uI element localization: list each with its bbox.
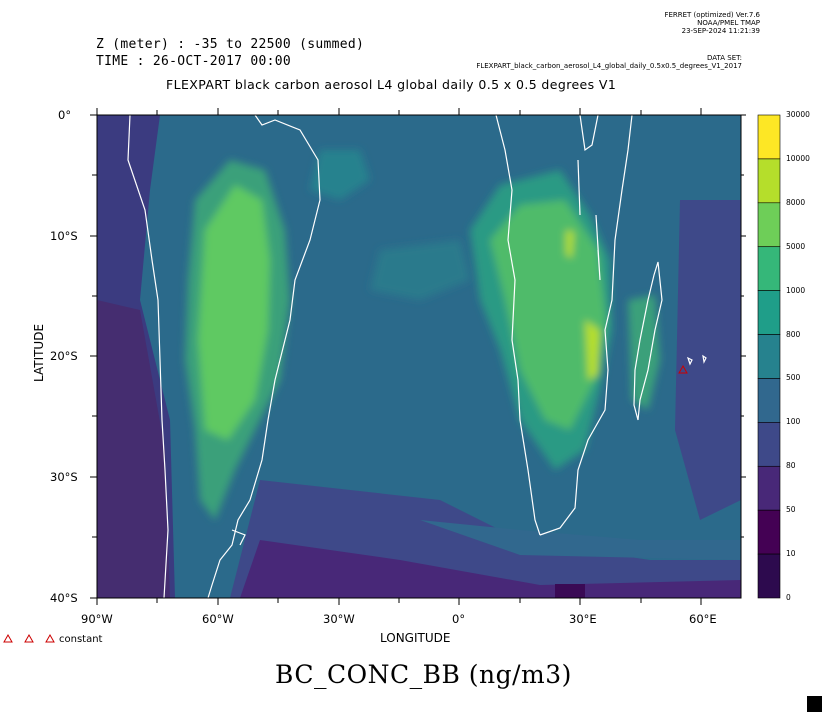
concentration-field bbox=[97, 115, 741, 598]
colorbar-label: 800 bbox=[786, 329, 801, 339]
colorbar-bin bbox=[757, 202, 781, 248]
y-tick-label: 40°S bbox=[50, 591, 78, 605]
y-tick-label: 10°S bbox=[50, 229, 78, 243]
triangle-icon bbox=[3, 633, 13, 643]
y-tick-label: 30°S bbox=[50, 470, 78, 484]
triangle-icon bbox=[45, 633, 55, 643]
colorbar-bin bbox=[757, 378, 781, 423]
z-range-label: Z (meter) : -35 to 22500 (summed) bbox=[96, 37, 365, 52]
plot-title: FLEXPART black carbon aerosol L4 global … bbox=[166, 77, 617, 92]
y-tick-label: 20°S bbox=[50, 349, 78, 363]
colorbar-label: 1000 bbox=[786, 285, 806, 295]
colorbar bbox=[757, 114, 781, 599]
x-axis-title: LONGITUDE bbox=[380, 631, 451, 645]
lab-name: NOAA/PMEL TMAP bbox=[697, 19, 760, 27]
colorbar-bin bbox=[757, 158, 781, 204]
colorbar-bin bbox=[757, 334, 781, 379]
x-tick-label: 0° bbox=[452, 612, 466, 626]
x-tick-label: 60°W bbox=[202, 612, 234, 626]
y-tick-label: 0° bbox=[58, 108, 72, 122]
variable-title: BC_CONC_BB (ng/m3) bbox=[275, 660, 572, 689]
coastlines bbox=[127, 115, 707, 598]
colorbar-bin bbox=[757, 114, 781, 160]
x-tick-label: 30°E bbox=[569, 612, 597, 626]
x-tick-label: 30°W bbox=[323, 612, 355, 626]
legend-markers bbox=[3, 633, 55, 643]
corner-marker bbox=[807, 696, 822, 712]
legend-label: constant bbox=[59, 634, 103, 645]
colorbar-bin bbox=[757, 509, 781, 555]
colorbar-label: 5000 bbox=[786, 241, 806, 251]
colorbar-bin bbox=[757, 422, 781, 467]
colorbar-bin bbox=[757, 290, 781, 335]
dataset-name: FLEXPART_black_carbon_aerosol_L4_global_… bbox=[476, 62, 742, 70]
colorbar-label: 30000 bbox=[786, 110, 810, 119]
colorbar-label: 10000 bbox=[786, 153, 810, 163]
run-date: 23-SEP-2024 11:21:39 bbox=[681, 27, 760, 35]
ferret-version: FERRET (optimized) Ver.7.6 bbox=[664, 11, 760, 19]
time-label: TIME : 26-OCT-2017 00:00 bbox=[96, 54, 292, 69]
colorbar-label: 10 bbox=[786, 549, 796, 559]
colorbar-bin bbox=[757, 553, 781, 599]
colorbar-bin bbox=[757, 246, 781, 291]
x-tick-label: 60°E bbox=[689, 612, 717, 626]
x-tick-label: 90°W bbox=[81, 612, 113, 626]
dataset-label: DATA SET: bbox=[707, 54, 742, 62]
colorbar-bin bbox=[757, 465, 781, 511]
constant-marker bbox=[678, 364, 688, 374]
triangle-icon bbox=[24, 633, 34, 643]
colorbar-label: 500 bbox=[786, 373, 801, 383]
colorbar-label: 8000 bbox=[786, 197, 806, 207]
colorbar-label: 80 bbox=[786, 461, 796, 471]
colorbar-label: 100 bbox=[786, 417, 801, 427]
colorbar-label: 0 bbox=[786, 593, 791, 602]
colorbar-label: 50 bbox=[786, 505, 796, 515]
axis-ticks bbox=[90, 108, 746, 605]
